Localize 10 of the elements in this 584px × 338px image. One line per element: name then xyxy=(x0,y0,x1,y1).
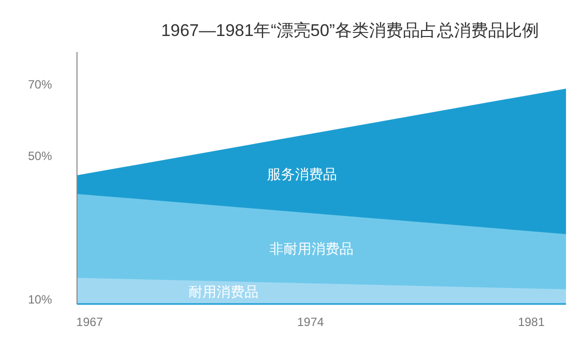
y-tick-label: 10% xyxy=(28,292,52,306)
x-tick-label: 1981 xyxy=(518,315,545,329)
chart-title: 1967—1981年“漂亮50”各类消费品占总消费品比例 xyxy=(161,21,539,40)
y-tick-label: 50% xyxy=(28,148,52,163)
series-label: 耐用消费品 xyxy=(188,284,259,300)
series-label: 服务消费品 xyxy=(266,166,337,182)
x-tick-label: 1967 xyxy=(76,315,104,329)
x-tick-label: 1974 xyxy=(297,315,324,329)
series-label: 非耐用消费品 xyxy=(270,240,354,256)
y-tick-label: 70% xyxy=(28,77,52,92)
